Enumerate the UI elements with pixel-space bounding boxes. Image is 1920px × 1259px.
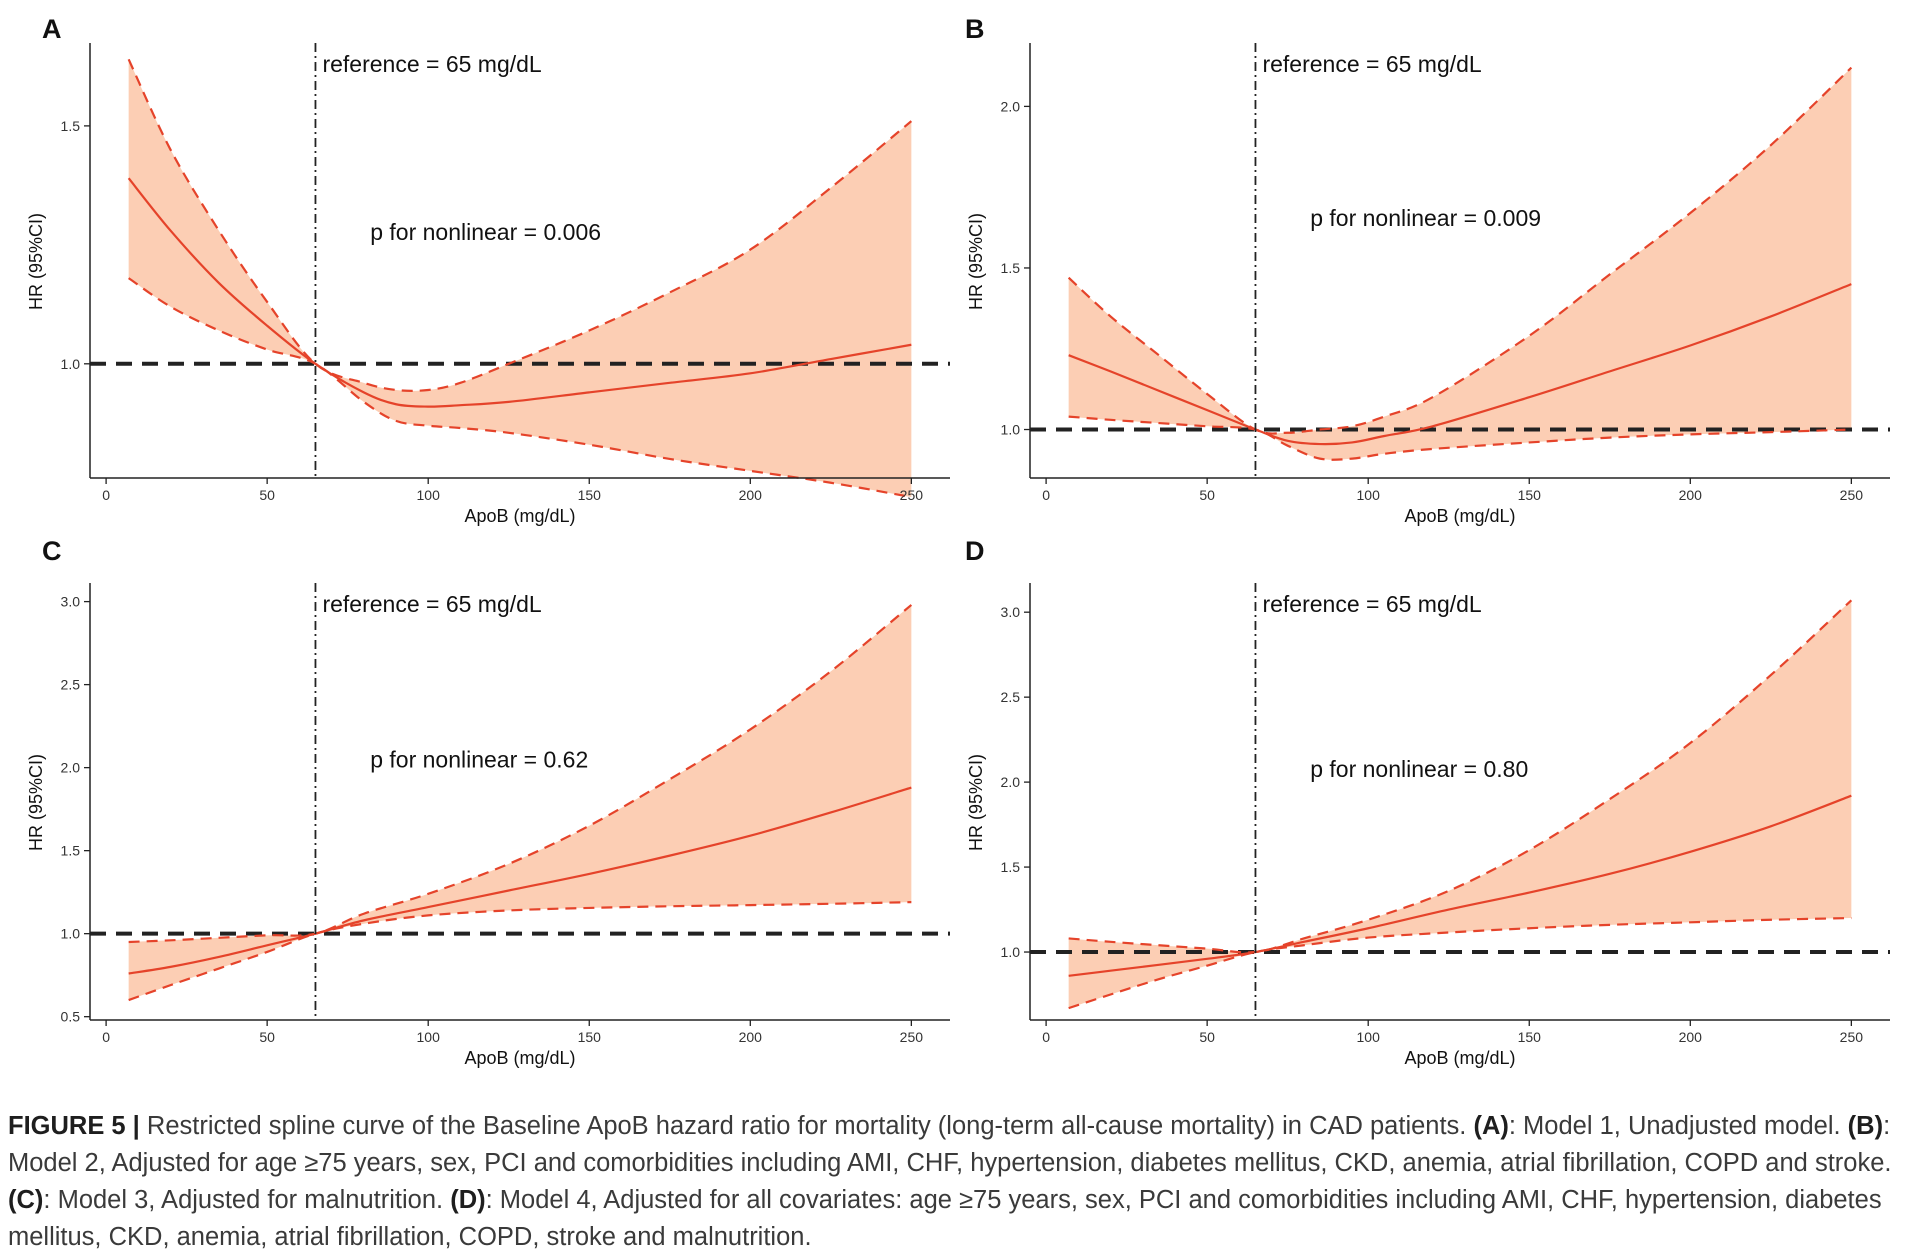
x-tick-label: 50 <box>1199 1029 1215 1045</box>
chart-panel-a: A 0 50 100 150 200 250 1.0 1.5 ApoB (mg/dL) HR (95… <box>26 14 950 526</box>
ci-band <box>128 604 912 1001</box>
x-tick-label: 150 <box>1518 1029 1542 1045</box>
ci-band <box>1068 600 1852 1009</box>
x-tick-label: 250 <box>1840 1029 1864 1045</box>
y-tick-label: 1.0 <box>61 926 81 942</box>
series-hr <box>128 786 912 975</box>
y-tick-label: 2.0 <box>1001 774 1021 790</box>
nonlinear-p-annotation: p for nonlinear = 0.80 <box>1310 756 1528 782</box>
x-tick-label: 250 <box>900 1029 924 1045</box>
panel-label: B <box>965 14 985 44</box>
y-tick-label: 1.5 <box>1001 859 1021 875</box>
x-axis-label: ApoB (mg/dL) <box>464 1048 575 1068</box>
nonlinear-p-annotation: p for nonlinear = 0.009 <box>1310 205 1541 231</box>
figure-caption: FIGURE 5 | Restricted spline curve of th… <box>8 1108 1913 1256</box>
series-upper-ci <box>1067 66 1853 435</box>
caption-main: Restricted spline curve of the Baseline … <box>139 1112 1474 1140</box>
reference-annotation: reference = 65 mg/dL <box>1262 591 1481 617</box>
series-upper-ci <box>1068 599 1853 954</box>
x-tick-label: 0 <box>1042 1029 1050 1045</box>
y-tick-label: 2.0 <box>1001 98 1021 114</box>
y-axis-label: HR (95%CI) <box>26 213 46 310</box>
x-tick-label: 50 <box>1199 487 1215 503</box>
series-lower-ci <box>128 277 912 499</box>
series-lower-ci <box>128 901 912 1002</box>
y-tick-label: 1.5 <box>61 843 81 859</box>
chart-panel-c: C 0 50 100 150 200 250 0.5 1.0 1.5 2.0 2.5 3.0 ApoB (… <box>26 536 950 1068</box>
y-tick-label: 1.0 <box>1001 422 1021 438</box>
caption-label: FIGURE 5 | <box>8 1112 140 1140</box>
y-tick-label: 3.0 <box>1001 604 1021 620</box>
x-tick-label: 0 <box>102 1029 110 1045</box>
reference-annotation: reference = 65 mg/dL <box>322 591 541 617</box>
x-tick-label: 200 <box>1679 1029 1703 1045</box>
y-tick-label: 2.5 <box>1001 689 1021 705</box>
caption-text-a: : Model 1, Unadjusted model. <box>1508 1112 1841 1140</box>
reference-annotation: reference = 65 mg/dL <box>322 51 541 77</box>
caption-tag-d: (D) <box>450 1186 486 1214</box>
chart-panel-d: D 0 50 100 150 200 250 1.0 1.5 2.0 2.5 3.0 ApoB (mg/… <box>965 536 1890 1068</box>
x-tick-label: 150 <box>578 487 602 503</box>
panel-label: A <box>42 14 62 44</box>
x-tick-label: 0 <box>1042 487 1050 503</box>
y-axis-label: HR (95%CI) <box>966 213 986 310</box>
x-tick-label: 100 <box>417 487 441 503</box>
y-axis-label: HR (95%CI) <box>966 754 986 851</box>
y-tick-label: 1.5 <box>61 118 81 134</box>
ci-band <box>1068 67 1852 460</box>
x-tick-label: 50 <box>259 1029 275 1045</box>
caption-text-b: : Model 2, Adjusted for age ≥75 years, s… <box>8 1112 1892 1177</box>
panel-label: D <box>965 536 985 566</box>
y-tick-label: 1.5 <box>1001 260 1021 276</box>
y-tick-label: 3.0 <box>61 594 81 610</box>
x-axis-label: ApoB (mg/dL) <box>464 506 575 526</box>
x-tick-label: 0 <box>102 487 110 503</box>
series-upper-ci <box>127 58 913 392</box>
x-tick-label: 200 <box>1679 487 1703 503</box>
x-tick-label: 150 <box>578 1029 602 1045</box>
y-tick-label: 0.5 <box>61 1009 81 1025</box>
nonlinear-p-annotation: p for nonlinear = 0.62 <box>370 747 588 773</box>
x-tick-label: 100 <box>417 1029 441 1045</box>
caption-text-d: : Model 4, Adjusted for all covariates: … <box>8 1186 1882 1251</box>
x-tick-label: 200 <box>739 1029 763 1045</box>
x-tick-label: 150 <box>1518 487 1542 503</box>
reference-annotation: reference = 65 mg/dL <box>1262 51 1481 77</box>
x-axis-label: ApoB (mg/dL) <box>1404 506 1515 526</box>
y-tick-label: 1.0 <box>1001 944 1021 960</box>
caption-tag-a: (A) <box>1473 1112 1509 1140</box>
nonlinear-p-annotation: p for nonlinear = 0.006 <box>370 219 601 245</box>
x-tick-label: 100 <box>1357 1029 1381 1045</box>
caption-tag-c: (C) <box>8 1186 44 1214</box>
x-tick-label: 250 <box>1840 487 1864 503</box>
series-hr <box>127 177 912 408</box>
series-hr <box>1068 283 1852 446</box>
y-axis-label: HR (95%CI) <box>26 754 46 851</box>
series-lower-ci <box>1068 916 1852 1010</box>
ci-band <box>128 59 912 498</box>
panel-label: C <box>42 536 62 566</box>
chart-panel-b: B 0 50 100 150 200 250 1.0 1.5 2.0 ApoB (mg/dL) HR … <box>965 14 1890 526</box>
x-tick-label: 50 <box>259 487 275 503</box>
series-lower-ci <box>1068 415 1852 461</box>
y-tick-label: 2.5 <box>61 677 81 693</box>
y-tick-label: 2.0 <box>61 760 81 776</box>
y-tick-label: 1.0 <box>61 356 81 372</box>
x-axis-label: ApoB (mg/dL) <box>1404 1048 1515 1068</box>
caption-text-c: : Model 3, Adjusted for malnutrition. <box>43 1186 451 1214</box>
x-tick-label: 100 <box>1357 487 1381 503</box>
x-tick-label: 250 <box>900 487 924 503</box>
x-tick-label: 200 <box>739 487 763 503</box>
caption-tag-b: (B) <box>1847 1112 1884 1140</box>
series-hr <box>1068 794 1852 977</box>
figure-panels: A 0 50 100 150 200 250 1.0 1.5 ApoB (mg/dL) HR (95… <box>26 14 1890 1068</box>
series-upper-ci <box>128 604 913 944</box>
